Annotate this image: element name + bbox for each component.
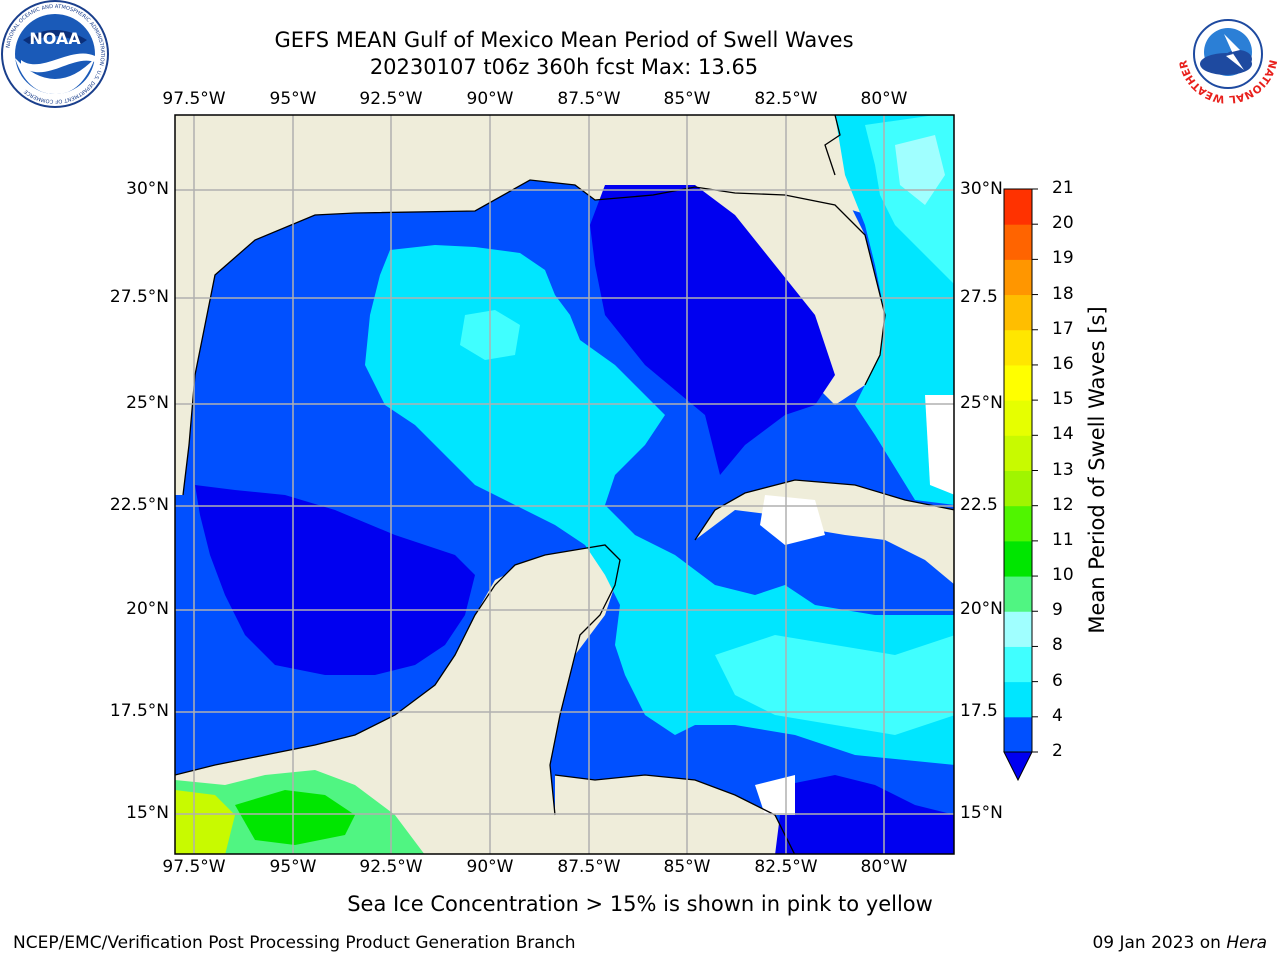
noaa-logo-text: NOAA <box>29 29 81 48</box>
colorbar-segment <box>1004 716 1032 753</box>
lon-label-top: 80°W <box>860 89 908 109</box>
footer-credit: NCEP/EMC/Verification Post Processing Pr… <box>13 933 576 953</box>
colorbar-tick-label: 15 <box>1052 389 1074 410</box>
no-data-patch <box>760 495 825 545</box>
lon-label-top: 95°W <box>269 89 317 109</box>
lon-label-top: 85°W <box>663 89 711 109</box>
lon-label-bottom: 80°W <box>860 857 908 877</box>
colorbar-segment <box>1004 294 1032 331</box>
colorbar-segment <box>1004 681 1032 718</box>
nws-logo: NATIONAL WEATHER SERVICE <box>1174 0 1279 105</box>
colorbar-segment <box>1004 435 1032 471</box>
colorbar-tick-label: 13 <box>1052 459 1074 480</box>
lon-label-bottom: 92.5°W <box>359 857 423 877</box>
lon-label-bottom: 90°W <box>466 857 514 877</box>
colorbar-tick-label: 18 <box>1052 283 1074 304</box>
lat-label-right: 15°N <box>960 803 1003 823</box>
lat-label-right: 20°N <box>960 599 1003 619</box>
footer-host: Hera <box>1226 933 1267 953</box>
lat-label-left: 27.5°N <box>109 287 169 307</box>
colorbar-tick-label: 6 <box>1052 670 1063 691</box>
colorbar-label: Mean Period of Swell Waves [s] <box>1085 306 1109 634</box>
colorbar-segment <box>1004 329 1032 366</box>
lon-label-top: 90°W <box>466 89 514 109</box>
colorbar-tick-label: 19 <box>1052 248 1074 269</box>
lat-label-left: 22.5°N <box>109 495 169 515</box>
lon-label-top: 82.5°W <box>754 89 818 109</box>
lon-label-bottom: 97.5°W <box>162 857 226 877</box>
colorbar-tick-label: 8 <box>1052 635 1063 656</box>
lat-label-left: 30°N <box>126 179 169 199</box>
pacific-11-12s <box>235 790 355 845</box>
noaa-logo: NOAA NATIONAL OCEANIC AND ATMOSPHERIC AD… <box>1 0 109 108</box>
lon-label-bottom: 87.5°W <box>557 857 621 877</box>
lat-label-right: 17.5 <box>960 701 998 721</box>
colorbar-tick-label: 4 <box>1052 705 1063 726</box>
lon-label-bottom: 85°W <box>663 857 711 877</box>
colorbar-segment <box>1004 259 1032 296</box>
yucatan-land <box>455 547 620 690</box>
contour-6-8s-caribbean <box>715 635 954 735</box>
colorbar-tick-label: 11 <box>1052 529 1074 550</box>
colorbar-segment <box>1004 540 1032 577</box>
colorbar-segment <box>1004 189 1032 225</box>
colorbar-segment <box>1004 576 1032 612</box>
colorbar-tick-label: 17 <box>1052 318 1074 339</box>
colorbar-segment <box>1004 400 1032 436</box>
lon-label-top: 92.5°W <box>359 89 423 109</box>
footer-date: 09 Jan 2023 on Hera <box>1092 933 1267 953</box>
pacific-13-14s <box>175 790 235 854</box>
colorbar-extend-arrow <box>1003 751 1033 782</box>
map <box>174 114 955 855</box>
colorbar-segment <box>1004 364 1032 401</box>
contour-below-2-ne <box>590 185 835 475</box>
no-data-patch-east <box>925 395 954 495</box>
florida-land <box>695 115 954 405</box>
lat-label-left: 20°N <box>126 599 169 619</box>
lat-label-right: 25°N <box>960 393 1003 413</box>
lon-label-bottom: 82.5°W <box>754 857 818 877</box>
lat-label-right: 30°N <box>960 179 1003 199</box>
chart-title: GEFS MEAN Gulf of Mexico Mean Period of … <box>274 28 854 52</box>
map-frame <box>174 114 955 855</box>
contour-8-9s <box>895 135 945 205</box>
lat-label-left: 17.5°N <box>109 701 169 721</box>
colorbar-tick-label: 9 <box>1052 600 1063 621</box>
lon-label-top: 97.5°W <box>162 89 226 109</box>
colorbar-tick-label: 12 <box>1052 494 1074 515</box>
contour-below-2-sw <box>195 485 475 675</box>
colorbar-tick-label: 16 <box>1052 353 1074 374</box>
colorbar-tick-label: 10 <box>1052 565 1074 586</box>
lat-label-right: 22.5 <box>960 495 998 515</box>
lon-label-bottom: 95°W <box>269 857 317 877</box>
colorbar-segment <box>1004 470 1032 507</box>
colorbar-segment <box>1004 646 1032 683</box>
colorbar-tick-label: 21 <box>1052 178 1074 198</box>
lat-label-left: 25°N <box>126 393 169 413</box>
lon-label-top: 87.5°W <box>557 89 621 109</box>
chart-subtitle-line: 20230107 t06z 360h fcst Max: 13.65 <box>369 55 759 79</box>
colorbar-tick-label: 20 <box>1052 213 1074 234</box>
colorbar-segment <box>1004 611 1032 647</box>
sea-ice-note: Sea Ice Concentration > 15% is shown in … <box>347 892 933 916</box>
lat-label-right: 27.5 <box>960 287 998 307</box>
no-data-patch-south <box>755 775 795 815</box>
footer-date-text: 09 Jan 2023 on <box>1092 933 1227 953</box>
colorbar-tick-label: 2 <box>1052 741 1063 761</box>
coastlines <box>175 115 954 854</box>
contour-4-6s <box>365 245 954 765</box>
graticule <box>175 115 954 854</box>
colorbar-segment <box>1004 224 1032 260</box>
colorbar <box>1003 188 1038 782</box>
colorbar-segment <box>1004 505 1032 542</box>
lat-label-left: 15°N <box>126 803 169 823</box>
colorbar-tick-label: 14 <box>1052 424 1074 445</box>
